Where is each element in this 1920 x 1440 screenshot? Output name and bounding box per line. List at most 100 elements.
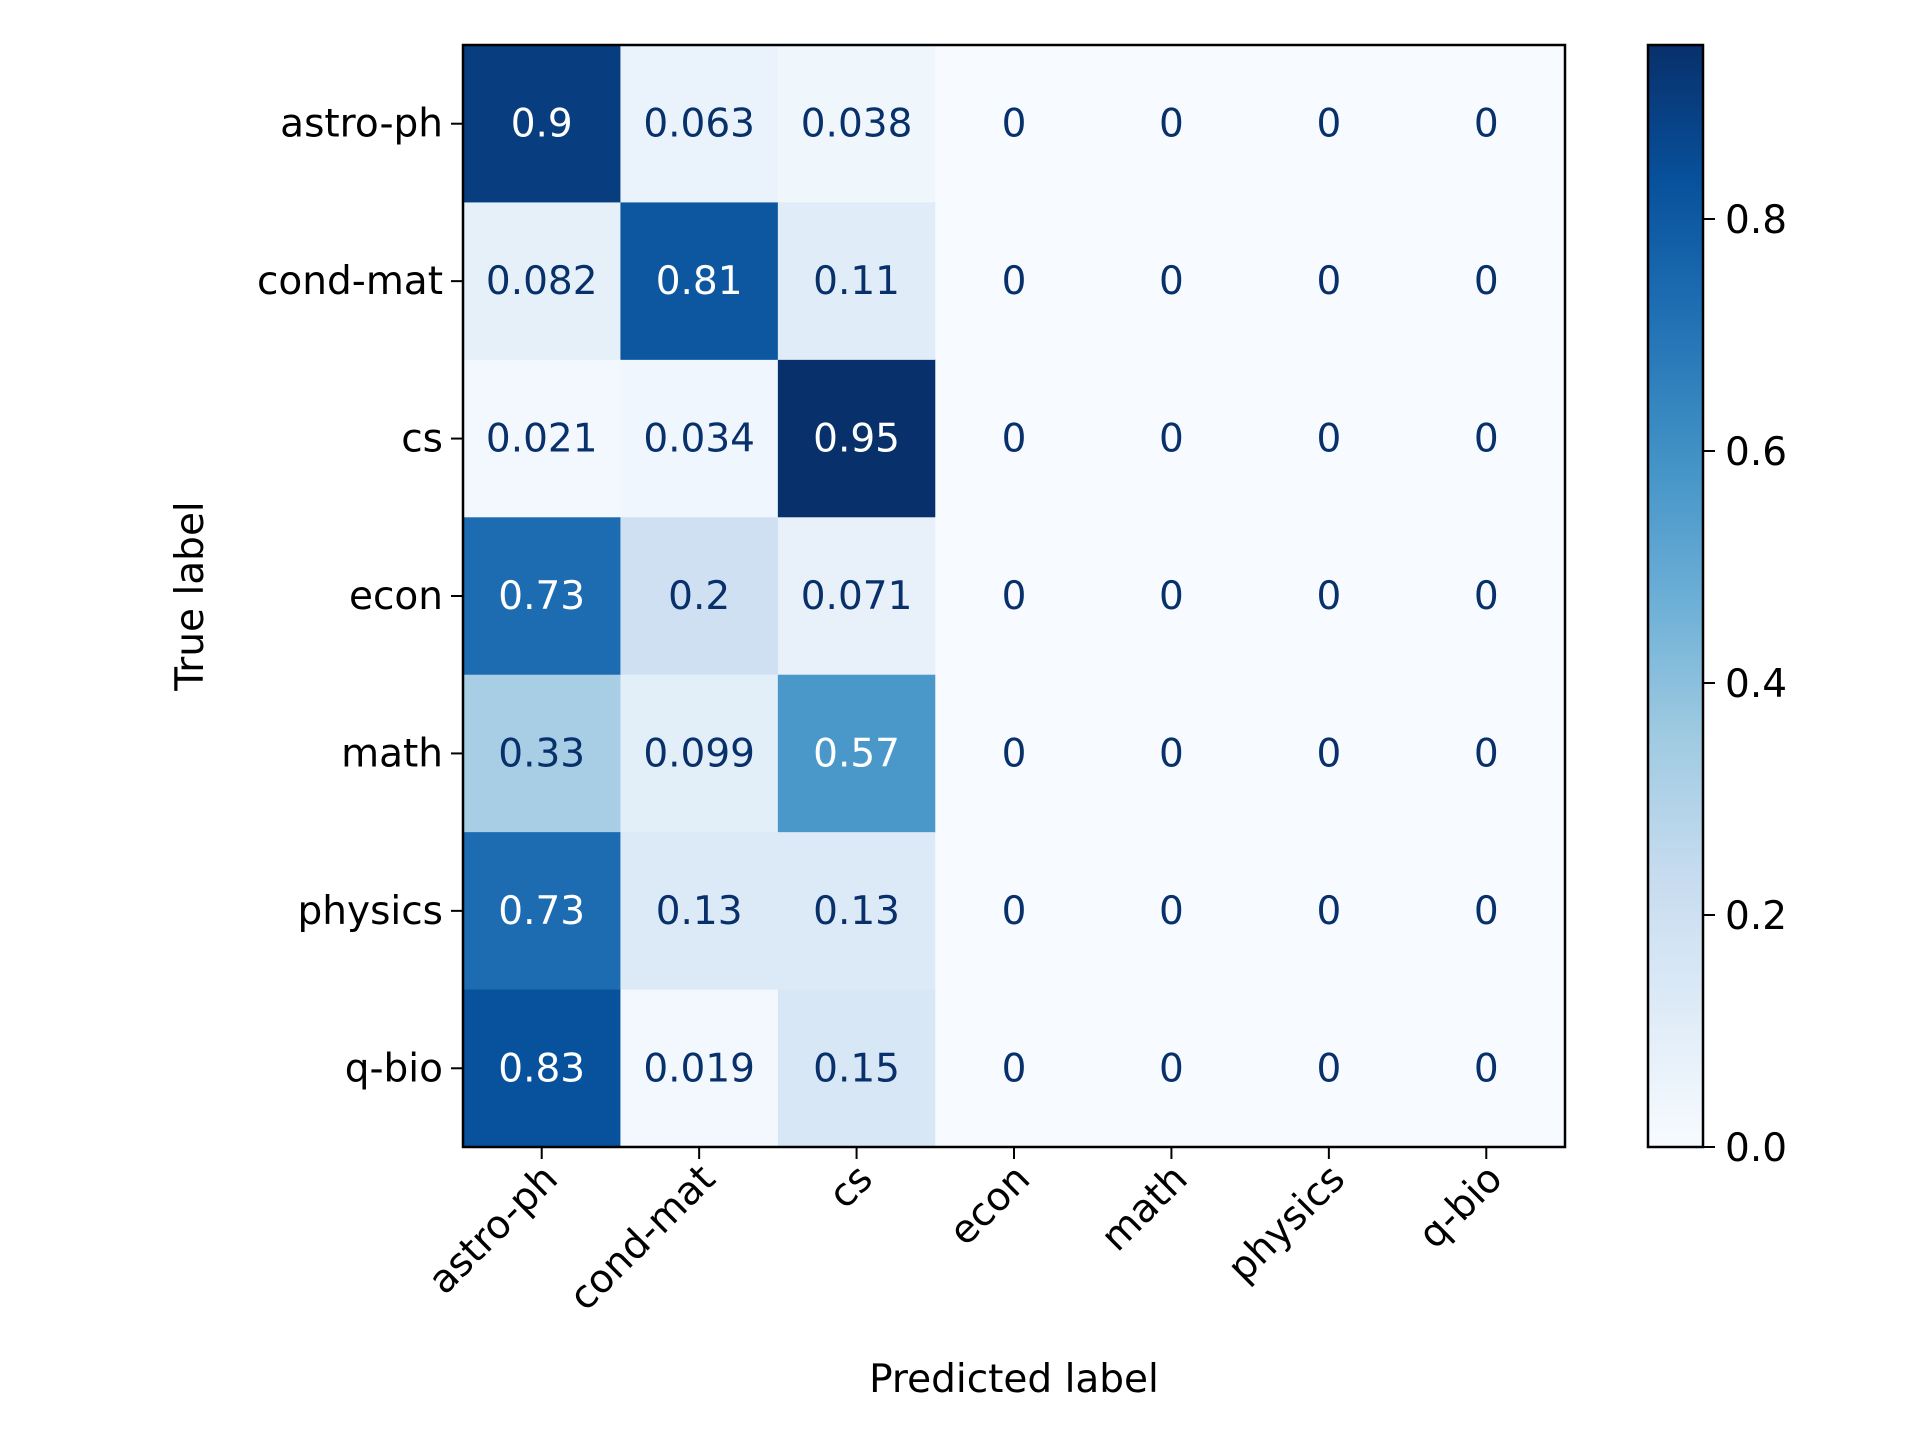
- x-axis-title: Predicted label: [869, 1357, 1159, 1402]
- heatmap-cell: [1092, 989, 1251, 1148]
- cell-value-label: 0: [1474, 259, 1499, 304]
- heatmap-cell: [620, 674, 779, 833]
- heatmap-cell: [1250, 517, 1409, 676]
- heatmap-cell: [777, 45, 936, 204]
- heatmap-cell: [1407, 202, 1566, 361]
- heatmap-cell: [777, 517, 936, 676]
- heatmap-cell: [1407, 45, 1566, 204]
- cell-value-label: 0: [1316, 731, 1341, 776]
- colorbar-frame: [1646, 43, 1705, 1149]
- cell-value-label: 0.13: [656, 889, 743, 934]
- heatmap-cell: [620, 359, 779, 518]
- heatmap-cell: [463, 674, 622, 833]
- heatmap-cell: [777, 202, 936, 361]
- heatmap-cell: [1092, 202, 1251, 361]
- cell-value-label: 0: [1474, 1046, 1499, 1091]
- cell-value-label: 0.9: [511, 102, 573, 147]
- colorbar-tick-label: 0.2: [1725, 894, 1787, 939]
- x-tick-label: physics: [1219, 1156, 1354, 1291]
- heatmap-cell-labels: 0.9 0.063 0.038 0 0 0 0 0.082 0.81 0.11 0 0 0 0 0.021 0…: [486, 102, 1499, 1092]
- heatmap-cell: [463, 832, 622, 991]
- heatmap-cell: [1250, 832, 1409, 991]
- cell-value-label: 0.038: [801, 102, 913, 147]
- cell-value-label: 0.33: [498, 731, 585, 776]
- heatmap-cell: [935, 359, 1094, 518]
- cell-value-label: 0: [1002, 102, 1027, 147]
- heatmap-cell: [620, 832, 779, 991]
- colorbar-tick-label: 0.6: [1725, 430, 1787, 475]
- cell-value-label: 0: [1474, 574, 1499, 619]
- cell-value-label: 0.063: [643, 102, 755, 147]
- heatmap-cell: [935, 674, 1094, 833]
- y-axis-ticks: astro-ph cond-mat cs econ math physics q-bio: [257, 102, 463, 1091]
- cell-value-label: 0: [1159, 417, 1184, 462]
- heatmap-cell: [777, 674, 936, 833]
- cell-value-label: 0: [1002, 574, 1027, 619]
- cell-value-label: 0: [1159, 889, 1184, 934]
- heatmap-cell: [1250, 359, 1409, 518]
- cell-value-label: 0: [1316, 417, 1341, 462]
- heatmap-cell: [1250, 674, 1409, 833]
- heatmap-cell: [935, 517, 1094, 676]
- cell-value-label: 0.81: [656, 259, 743, 304]
- heatmap-cell: [1407, 832, 1566, 991]
- cell-value-label: 0.57: [813, 731, 900, 776]
- cell-value-label: 0: [1159, 259, 1184, 304]
- heatmap-cell: [1407, 674, 1566, 833]
- cell-value-label: 0: [1002, 889, 1027, 934]
- cell-value-label: 0: [1002, 259, 1027, 304]
- heatmap-cell: [777, 359, 936, 518]
- colorbar-tick-label: 0.8: [1725, 198, 1787, 243]
- heatmap-cell: [1250, 989, 1409, 1148]
- cell-value-label: 0: [1002, 1046, 1027, 1091]
- cell-value-label: 0.019: [643, 1046, 755, 1091]
- heatmap-cell: [463, 202, 622, 361]
- cell-value-label: 0: [1474, 102, 1499, 147]
- heatmap-cell: [463, 989, 622, 1148]
- heatmap-cell: [463, 517, 622, 676]
- heatmap-cell: [620, 45, 779, 204]
- cell-value-label: 0.082: [486, 259, 598, 304]
- heatmap-cell: [1250, 45, 1409, 204]
- heatmap-cell: [777, 832, 936, 991]
- heatmap-cells: [463, 45, 1566, 1148]
- cell-value-label: 0: [1159, 102, 1184, 147]
- cell-value-label: 0.034: [643, 417, 755, 462]
- x-tick-label: econ: [941, 1156, 1039, 1254]
- heatmap-cell: [1092, 674, 1251, 833]
- x-tick-label: cond-mat: [561, 1156, 724, 1319]
- heatmap-cell: [935, 989, 1094, 1148]
- y-tick-label: math: [341, 731, 443, 776]
- y-tick-label: cond-mat: [257, 259, 443, 304]
- y-tick-label: econ: [349, 574, 443, 619]
- cell-value-label: 0.15: [813, 1046, 900, 1091]
- y-tick-label: q-bio: [345, 1046, 443, 1091]
- heatmap-cell: [935, 832, 1094, 991]
- heatmap-cell: [777, 989, 936, 1148]
- cell-value-label: 0: [1316, 259, 1341, 304]
- cell-value-label: 0: [1159, 1046, 1184, 1091]
- heatmap-cell: [935, 45, 1094, 204]
- cell-value-label: 0: [1002, 417, 1027, 462]
- cell-value-label: 0.2: [668, 574, 730, 619]
- x-tick-label: q-bio: [1410, 1156, 1511, 1257]
- heatmap-cell: [935, 202, 1094, 361]
- cell-value-label: 0.83: [498, 1046, 585, 1091]
- cell-value-label: 0.73: [498, 574, 585, 619]
- cell-value-label: 0: [1316, 889, 1341, 934]
- heatmap-cell: [620, 989, 779, 1148]
- heatmap-cell: [1407, 517, 1566, 676]
- cell-value-label: 0.95: [813, 417, 900, 462]
- heatmap-cell: [463, 359, 622, 518]
- cell-value-label: 0.021: [486, 417, 598, 462]
- cell-value-label: 0.13: [813, 889, 900, 934]
- x-tick-label: math: [1093, 1156, 1197, 1260]
- cell-value-label: 0: [1474, 889, 1499, 934]
- cell-value-label: 0: [1474, 731, 1499, 776]
- colorbar-tick-label: 0.0: [1725, 1126, 1787, 1171]
- cell-value-label: 0.071: [801, 574, 913, 619]
- heatmap-cell: [1250, 202, 1409, 361]
- cell-value-label: 0: [1316, 1046, 1341, 1091]
- x-tick-label: cs: [820, 1156, 881, 1217]
